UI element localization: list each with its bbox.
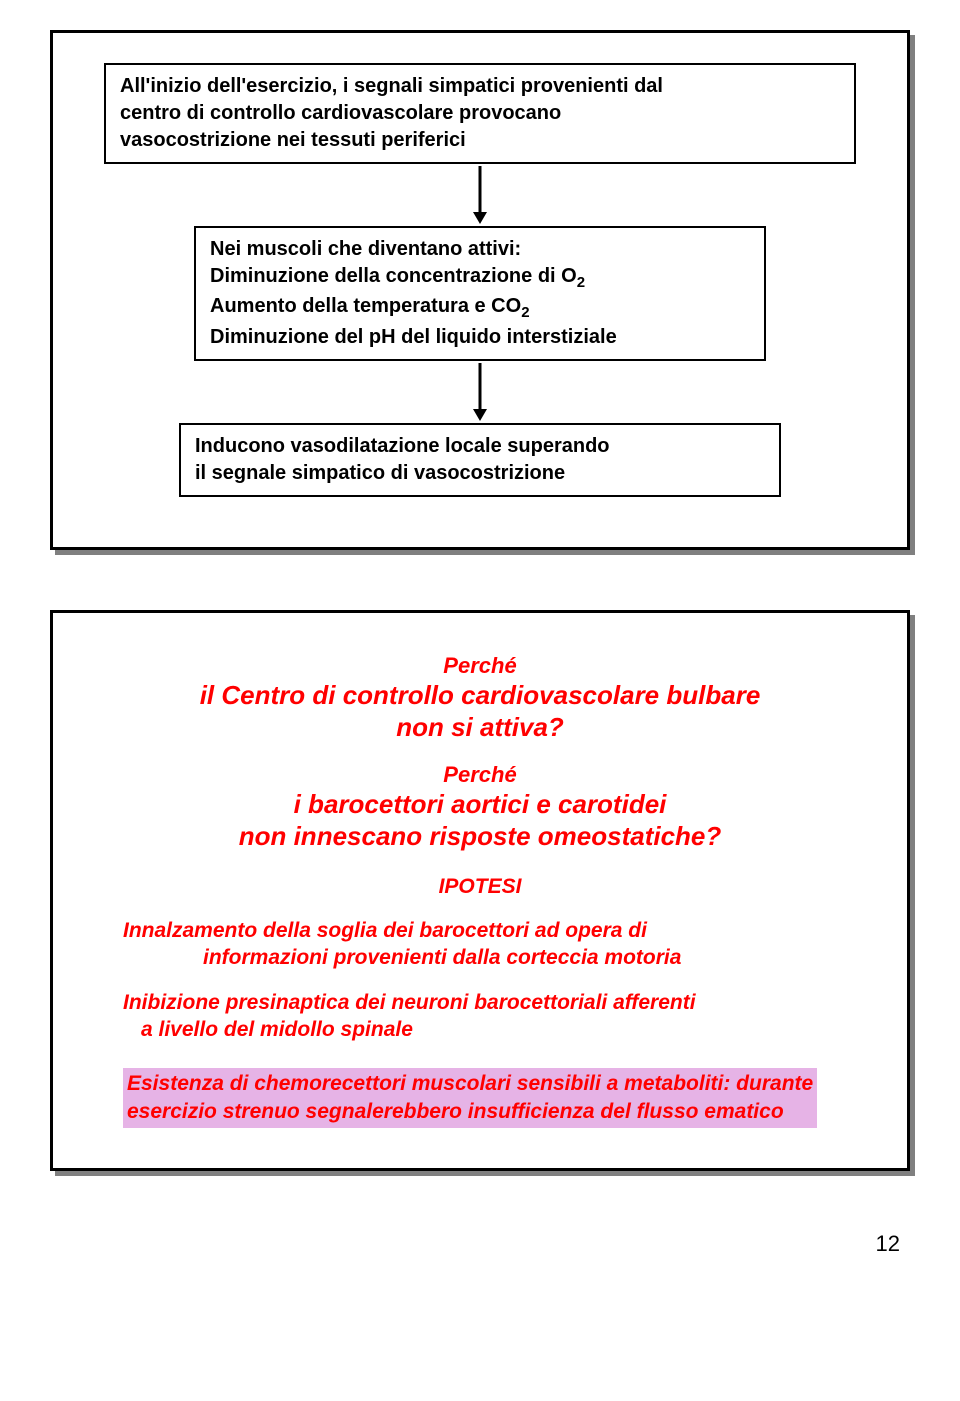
h2-line2: a livello del midollo spinale (141, 1016, 867, 1043)
hl-line2: esercizio strenuo segnalerebbero insuffi… (127, 1100, 784, 1123)
box-active-muscles: Nei muscoli che diventano attivi: Diminu… (194, 226, 766, 361)
h1-line1: Innalzamento della soglia dei barocettor… (123, 917, 867, 944)
hl-line1: Esistenza di chemorecettori muscolari se… (127, 1072, 813, 1095)
arrow-2 (93, 361, 867, 423)
ipotesi-label: IPOTESI (93, 875, 867, 899)
box1-line3: vasocostrizione nei tessuti periferici (120, 127, 840, 154)
q2-head: Perché (93, 762, 867, 788)
box3-line2: il segnale simpatico di vasocostrizione (195, 460, 765, 487)
panel-hypothesis: Perché il Centro di controllo cardiovasc… (50, 610, 910, 1172)
q1-line2: non si attiva? (93, 711, 867, 744)
panel-flow: All'inizio dell'esercizio, i segnali sim… (50, 30, 910, 550)
box1-line2: centro di controllo cardiovascolare prov… (120, 100, 840, 127)
spacer (93, 853, 867, 875)
box3-line1: Inducono vasodilatazione locale superand… (195, 433, 765, 460)
arrow-1 (93, 164, 867, 226)
hypothesis-2: Inibizione presinaptica dei neuroni baro… (123, 989, 867, 1044)
box-initial-signals: All'inizio dell'esercizio, i segnali sim… (104, 63, 856, 164)
box-vasodilation: Inducono vasodilatazione locale superand… (179, 423, 781, 497)
h1-line2: informazioni provenienti dalla corteccia… (203, 944, 867, 971)
box1-line1: All'inizio dell'esercizio, i segnali sim… (120, 73, 840, 100)
q2-line2: non innescano risposte omeostatiche? (93, 820, 867, 853)
spacer (93, 744, 867, 762)
page-number: 12 (50, 1231, 910, 1257)
box2-title: Nei muscoli che diventano attivi: (210, 236, 750, 263)
box2-line3: Diminuzione del pH del liquido interstiz… (210, 324, 750, 351)
q1-line1: il Centro di controllo cardiovascolare b… (93, 679, 867, 712)
box2-l1-sub: 2 (577, 274, 585, 291)
box2-l2-sub: 2 (521, 304, 529, 321)
q2-line1: i barocettori aortici e carotidei (93, 788, 867, 821)
box2-l1-text: Diminuzione della concentrazione di O (210, 265, 577, 287)
box2-line1: Diminuzione della concentrazione di O2 (210, 263, 750, 293)
page: All'inizio dell'esercizio, i segnali sim… (0, 0, 960, 1287)
hypothesis-1: Innalzamento della soglia dei barocettor… (123, 917, 867, 972)
arrow-down-icon (470, 361, 490, 423)
arrow-down-icon (470, 164, 490, 226)
q1-head: Perché (93, 653, 867, 679)
h2-line1: Inibizione presinaptica dei neuroni baro… (123, 989, 867, 1016)
box2-line2: Aumento della temperatura e CO2 (210, 293, 750, 323)
box2-l2-text: Aumento della temperatura e CO (210, 295, 521, 317)
hypothesis-highlight-wrap: Esistenza di chemorecettori muscolari se… (93, 1044, 867, 1129)
hypothesis-highlight: Esistenza di chemorecettori muscolari se… (123, 1068, 817, 1129)
